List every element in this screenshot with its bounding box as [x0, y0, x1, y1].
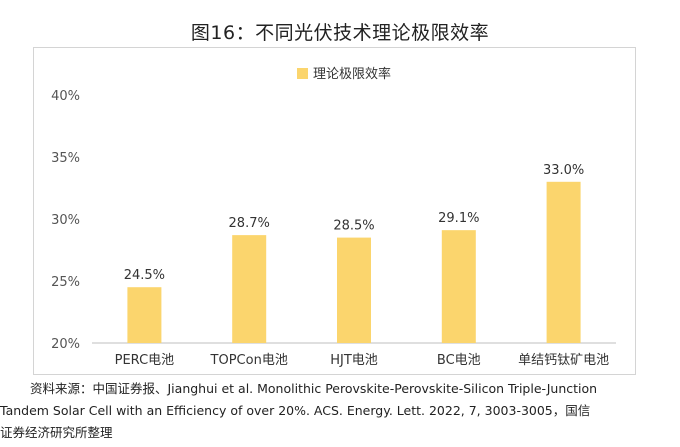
data-label: 24.5%: [124, 268, 165, 283]
y-tick-label: 35%: [51, 151, 80, 166]
x-tick-label: BC电池: [437, 353, 481, 368]
bar: [232, 235, 267, 343]
y-tick-label: 25%: [51, 275, 80, 290]
source-line-3: 证券经济研究所整理: [0, 425, 113, 440]
y-tick-label: 20%: [51, 337, 80, 352]
source-note: 资料来源：中国证券报、Jianghui et al. Monolithic Pe…: [0, 378, 670, 444]
bar: [127, 287, 162, 343]
data-label: 33.0%: [543, 163, 584, 178]
bar: [441, 230, 476, 343]
bar: [546, 181, 581, 343]
figure-title: 图16：不同光伏技术理论极限效率: [190, 22, 490, 44]
x-tick-label: HJT电池: [330, 353, 378, 368]
legend-swatch: [297, 68, 308, 79]
source-line-1: 资料来源：中国证券报、Jianghui et al. Monolithic Pe…: [30, 381, 598, 396]
y-tick-label: 30%: [51, 213, 80, 228]
y-tick-label: 40%: [51, 89, 80, 104]
bar: [337, 237, 371, 343]
data-label: 28.5%: [333, 219, 374, 234]
x-tick-label: PERC电池: [115, 353, 175, 368]
data-label: 29.1%: [438, 211, 479, 226]
x-tick-label: TOPCon电池: [210, 353, 288, 368]
source-line-2: Tandem Solar Cell with an Efficiency of …: [0, 403, 591, 418]
chart-frame: [33, 47, 636, 375]
data-label: 28.7%: [229, 216, 270, 231]
x-tick-label: 单结钙钛矿电池: [518, 353, 609, 368]
legend-label: 理论极限效率: [313, 66, 391, 82]
